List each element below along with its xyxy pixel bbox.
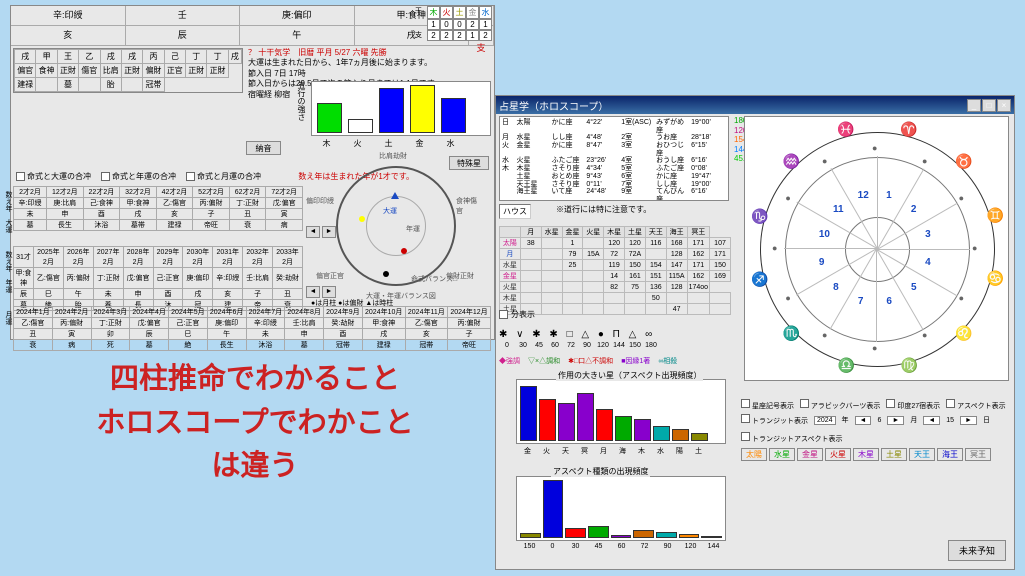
- chk-arabic[interactable]: アラビックバーツ表示: [800, 399, 880, 411]
- display-controls: 星座記号表示 アラビックバーツ表示 印度27宿表示 アスペクト表示 トランジット…: [741, 399, 1011, 461]
- close-button[interactable]: ×: [997, 99, 1011, 112]
- chk-daiun[interactable]: 命式と大運の合冲: [16, 171, 91, 182]
- horoscope-wheel: 1♈●2♉●3♊●4♋●5♌●6♍●7♎●8♏●9♐●10♑●11♒●12♓●: [744, 116, 1009, 381]
- pillar-cell-3: 庚:偏印: [240, 6, 355, 25]
- headline-1: 四柱推命でわかること: [30, 358, 480, 402]
- date-day[interactable]: 15: [946, 417, 954, 424]
- decade-table: 2才2月12才2月22才2月32才2月42才2月52才2月62才2月72才2月辛…: [13, 186, 303, 231]
- aspect-legend: ◆強調▽×△調和✱□口△不調和■因縁1著∞相殺: [499, 356, 677, 366]
- headline-text: 四柱推命でわかること ホロスコープでわかこと は違う: [30, 358, 480, 489]
- decades-vlabel: 数え年 大運: [3, 191, 13, 233]
- horoscope-panel: 占星学（ホロスコープ） _ □ × 日太陽かに座4°22'1室(ASC)みずがめ…: [495, 95, 1015, 570]
- planet-color-legend: 太陽水星金星火星木星土星天王海王冥王: [741, 448, 1011, 461]
- balance-legend: ●は月柱 ●は偏財 ▲は時柱: [311, 298, 393, 308]
- gogyo-chart: [311, 81, 491, 136]
- tri-blue: [391, 192, 399, 199]
- house-info: ※道行には特に注意です。: [556, 204, 651, 215]
- bal-tl: 偏印印綬: [306, 196, 334, 206]
- chk-sign-symbol[interactable]: 星座記号表示: [741, 399, 794, 411]
- house-dropdown[interactable]: ハウス: [499, 204, 531, 219]
- branch-3: 午: [240, 26, 355, 45]
- nouon-button[interactable]: 納音: [246, 141, 281, 155]
- window-title: 占星学（ホロスコープ）: [499, 98, 608, 113]
- bunkyou-check[interactable]: 分表示: [499, 309, 535, 320]
- checkbox-row: 命式と大運の合冲 命式と年運の合冲 命式と月運の合冲: [16, 171, 261, 182]
- aspect-grid: 月水星金星火星木星土星天王海王冥王太陽381120120116168171107…: [499, 226, 731, 315]
- chart1-labels: 金火天冥月海木水陽土: [518, 446, 708, 456]
- element-summary: 干 木火土金水 10021 支22212: [415, 6, 492, 41]
- minimize-button[interactable]: _: [967, 99, 981, 112]
- branch-1: 亥: [11, 26, 126, 45]
- chk-nenun[interactable]: 命式と年運の合冲: [101, 171, 176, 182]
- chart2-labels: 15003045607290120144: [518, 543, 725, 550]
- gogyo-labels: 木火土金水: [311, 138, 466, 149]
- bal-tr: 食神傷官: [456, 196, 481, 216]
- chk-indian[interactable]: 印度27宿表示: [886, 399, 940, 411]
- years-vlabel: 数え年 年運: [3, 251, 13, 293]
- pillar-cell-2: 壬: [126, 6, 241, 25]
- date-year[interactable]: 2024: [814, 416, 836, 425]
- chk-getsuun[interactable]: 命式と月運の合冲: [186, 171, 261, 182]
- bal-daiun: 大運: [383, 206, 397, 216]
- chart1-title: 作用の大きい星（アスペクト出現頻度）: [556, 370, 703, 381]
- bal-nenun: 年運: [406, 224, 420, 234]
- shichu-panel: 辛:印綬 壬 庚:偏印 甲:食神 天干 亥 辰 午 戌 地支 戌甲王乙戌戌丙己丁…: [10, 5, 495, 340]
- chk-transit[interactable]: トランジット表示: [741, 414, 808, 426]
- mirai-button[interactable]: 未来予知: [948, 540, 1006, 561]
- headline-2: ホロスコープでわかこと: [30, 402, 480, 446]
- bal-bl: 偏官正官: [316, 271, 344, 281]
- info-line3: 節入日 7日 17時: [248, 69, 492, 79]
- pillar-detail-table: 戌甲王乙戌戌丙己丁丁戌偏官食神正財傷官比肩正財偏財正官正財正財建禄墓胎冠帯: [13, 48, 243, 93]
- months-vlabel: 月運: [3, 311, 13, 325]
- dot-black: [383, 271, 389, 277]
- pillar-cell-1: 辛:印綬: [11, 6, 126, 25]
- bal-top: 比肩劫財: [379, 151, 407, 161]
- sign-table: 日太陽かに座4°22'1室(ASC)みずがめ座19°00'月水星しし座4°48'…: [499, 116, 729, 201]
- titlebar: 占星学（ホロスコープ） _ □ ×: [496, 96, 1014, 114]
- date-month[interactable]: 6: [877, 417, 881, 424]
- gogyo-title: 五行の強さ: [296, 81, 307, 121]
- chk-transit-aspect[interactable]: トランジットアスペクト表示: [741, 432, 842, 444]
- balance-circle: 比肩劫財 偏印印綬 食神傷官 偏官正官 偏財正財 大運 年運 大運・年運バランス…: [311, 156, 481, 296]
- dot-yellow: [359, 216, 365, 222]
- aspect-frequency-chart: [516, 379, 726, 444]
- aspect-symbols: ✱ ∨ ✱ ✱ □ △ ● Π △ ∞: [499, 329, 655, 340]
- headline-3: は違う: [30, 445, 480, 489]
- maximize-button[interactable]: □: [982, 99, 996, 112]
- chart2-title: アスペクト種類の出現頻度: [551, 466, 650, 477]
- month-table: 2024年1月2024年2月2024年3月2024年4月2024年5月2024年…: [13, 306, 491, 351]
- info-line2: 大運は生まれた日から、1年7ヵ月後に始まります。: [248, 58, 492, 68]
- info-line1: ？ 十干気学 旧暦 平月 5/27 六曜 先勝: [248, 48, 492, 58]
- year-table: 31才2025年 2月2026年 2月2027年 2月2028年 2月2029年…: [13, 246, 303, 311]
- dot-red: [401, 248, 407, 254]
- aspect-type-chart: [516, 476, 726, 541]
- branch-2: 辰: [126, 26, 241, 45]
- bal-chk[interactable]: 命式バランス□: [411, 274, 457, 284]
- chk-aspect[interactable]: アスペクト表示: [946, 399, 1005, 411]
